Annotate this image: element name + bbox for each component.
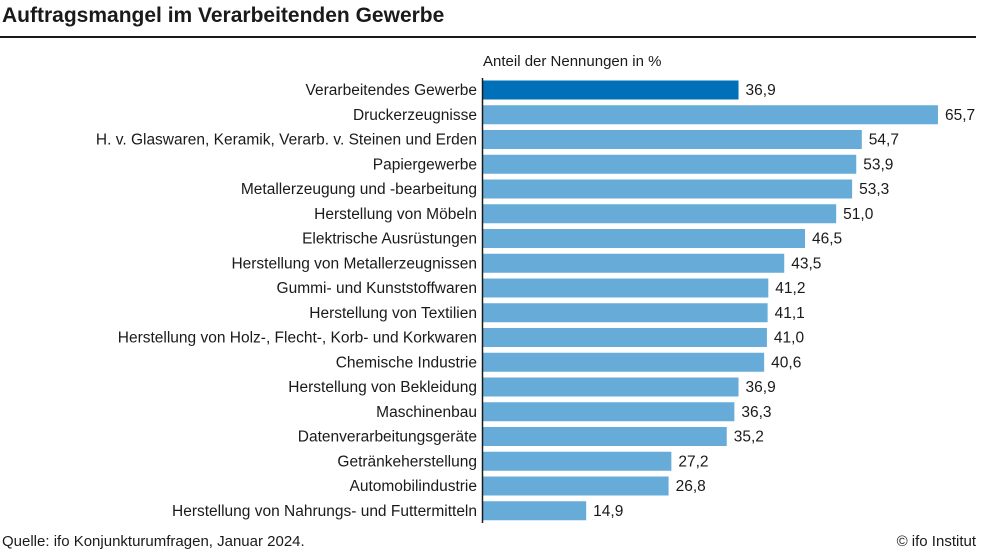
- data-label: 41,1: [775, 305, 805, 322]
- data-label: 40,6: [771, 354, 801, 371]
- bar: [483, 154, 857, 174]
- chart-title: Auftragsmangel im Verarbeitenden Gewerbe: [2, 4, 445, 27]
- data-label: 27,2: [678, 453, 708, 470]
- data-label: 46,5: [812, 231, 842, 248]
- category-label: Druckerzeugnisse: [353, 107, 477, 124]
- category-label: Herstellung von Holz-, Flecht-, Korb- un…: [118, 330, 477, 347]
- category-label: Getränkeherstellung: [337, 453, 477, 470]
- bar: [483, 253, 785, 273]
- bar: [483, 80, 739, 100]
- data-label: 41,0: [774, 330, 805, 347]
- credit: © ifo Institut: [896, 533, 976, 550]
- data-label: 36,9: [746, 82, 776, 99]
- category-label: Herstellung von Möbeln: [314, 206, 477, 223]
- category-label: Maschinenbau: [376, 404, 477, 421]
- category-label: H. v. Glaswaren, Keramik, Verarb. v. Ste…: [96, 132, 477, 149]
- bar: [483, 130, 862, 149]
- category-label: Elektrische Ausrüstungen: [302, 231, 477, 248]
- category-label: Herstellung von Bekleidung: [288, 379, 477, 396]
- unit-label: Anteil der Nennungen in %: [483, 53, 661, 70]
- bar: [483, 105, 938, 125]
- bar: [483, 204, 837, 224]
- category-label: Herstellung von Textilien: [309, 305, 477, 322]
- data-label: 53,3: [859, 181, 889, 198]
- category-label: Herstellung von Nahrungs- und Futtermitt…: [172, 503, 477, 520]
- category-label: Herstellung von Metallerzeugnissen: [231, 255, 477, 272]
- category-label: Verarbeitendes Gewerbe: [306, 82, 477, 99]
- bar: [483, 427, 727, 446]
- bar: [483, 278, 769, 298]
- bar: [483, 377, 739, 397]
- bar: [483, 229, 806, 248]
- data-label: 53,9: [863, 156, 893, 173]
- data-label: 26,8: [676, 478, 706, 495]
- bar: [483, 352, 765, 372]
- category-label: Metallerzeugung und -bearbeitung: [241, 181, 477, 198]
- source-note: Quelle: ifo Konjunkturumfragen, Januar 2…: [2, 533, 305, 550]
- title-rule: [0, 36, 976, 38]
- data-label: 51,0: [843, 206, 874, 223]
- category-label: Papiergewerbe: [373, 156, 477, 173]
- category-label: Automobilindustrie: [349, 478, 477, 495]
- bar: [483, 328, 767, 347]
- data-label: 43,5: [791, 255, 821, 272]
- bar: [483, 303, 768, 323]
- data-label: 36,3: [741, 404, 771, 421]
- category-label: Gummi- und Kunststoffwaren: [277, 280, 477, 297]
- bar: [483, 451, 672, 471]
- bar: [483, 501, 587, 521]
- data-label: 65,7: [945, 107, 975, 124]
- bar: [483, 402, 735, 422]
- data-label: 54,7: [869, 132, 899, 149]
- category-label: Datenverarbeitungsgeräte: [298, 429, 477, 446]
- data-label: 36,9: [746, 379, 776, 396]
- bar: [483, 476, 669, 496]
- data-label: 14,9: [593, 503, 623, 520]
- data-label: 35,2: [734, 429, 764, 446]
- data-label: 41,2: [775, 280, 805, 297]
- bar: [483, 179, 853, 199]
- category-label: Chemische Industrie: [336, 354, 477, 371]
